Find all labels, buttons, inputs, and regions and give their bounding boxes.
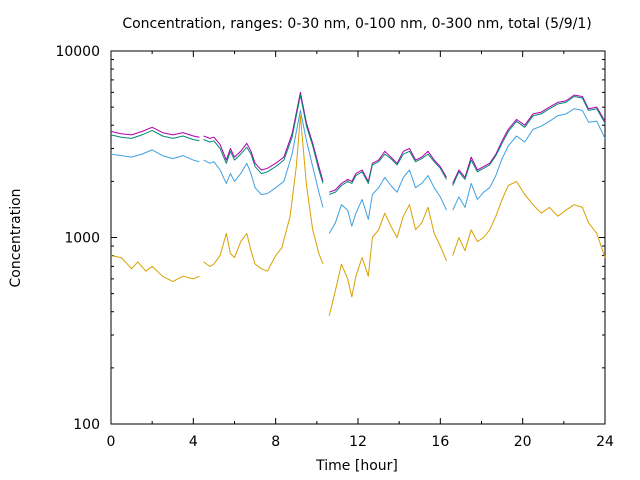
series-line-4 [110,115,606,317]
x-tick-label: 0 [107,434,116,450]
axis-ticks: 0 4 8 12 16 20 24 100 1000 10000 [55,44,614,450]
series-line-3 [110,108,606,234]
y-tick-label: 1000 [64,231,100,247]
series-line-2 [110,94,606,195]
x-tick-label: 12 [349,434,367,450]
x-tick-label: 8 [271,434,280,450]
y-tick-label: 10000 [55,44,100,60]
x-tick-label: 16 [431,434,449,450]
series-line-1 [110,91,606,193]
x-tick-label: 20 [514,434,532,450]
x-tick-label: 4 [189,434,198,450]
y-axis-label: Concentration [8,188,24,287]
series-lines [110,91,606,317]
plot-frame [110,50,606,425]
y-tick-label: 100 [73,417,100,433]
x-tick-label: 24 [596,434,614,450]
chart-title: Concentration, ranges: 0-30 nm, 0-100 nm… [122,16,591,32]
x-axis-label: Time [hour] [315,458,398,474]
